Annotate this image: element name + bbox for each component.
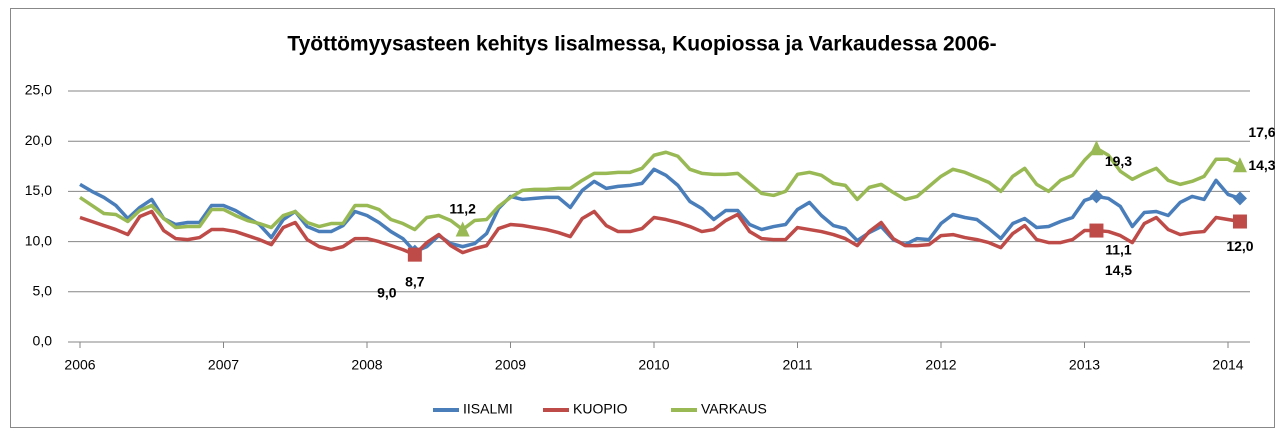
marker	[1232, 214, 1247, 229]
chart-border	[10, 8, 1275, 428]
marker	[455, 221, 470, 237]
x-tick-label: 2006	[64, 357, 95, 373]
data-label: 12,0	[1226, 238, 1253, 254]
data-label: 17,6	[1248, 124, 1275, 140]
marker	[1089, 189, 1104, 204]
marker	[1089, 140, 1104, 156]
data-label: 11,2	[449, 200, 476, 216]
x-tick-label: 2013	[1069, 357, 1100, 373]
line	[79, 209, 1241, 257]
data-label: 11,1	[1105, 241, 1132, 257]
x-tick-label: 2012	[925, 357, 956, 373]
legend-label: VARKAUS	[701, 401, 767, 417]
data-label: 14,5	[1105, 262, 1132, 278]
marker	[1232, 191, 1247, 206]
x-tick-label: 2007	[208, 357, 239, 373]
x-tick-label: 2010	[638, 357, 669, 373]
y-tick-label: 20,0	[25, 132, 52, 148]
data-label: 14,3	[1248, 157, 1275, 173]
y-tick-label: 15,0	[25, 182, 52, 198]
x-tick-label: 2014	[1212, 357, 1243, 373]
data-label: 8,7	[405, 273, 425, 289]
marker	[1089, 223, 1104, 238]
legend-label: IISALMI	[463, 401, 513, 417]
data-label: 9,0	[377, 284, 397, 300]
y-tick-label: 0,0	[33, 333, 53, 349]
y-tick-label: 5,0	[33, 283, 53, 299]
line	[79, 146, 1241, 232]
data-label: 19,3	[1105, 153, 1132, 169]
x-tick-label: 2008	[351, 357, 382, 373]
x-tick-label: 2009	[495, 357, 526, 373]
chart-title: Työttömyysasteen kehitys Iisalmessa, Kuo…	[287, 33, 996, 56]
x-tick-label: 2011	[782, 357, 812, 373]
marker	[1232, 157, 1247, 173]
line	[79, 167, 1241, 254]
y-tick-label: 25,0	[25, 82, 52, 98]
legend-label: KUOPIO	[573, 401, 628, 417]
marker	[407, 247, 422, 262]
y-tick-label: 10,0	[25, 232, 52, 248]
